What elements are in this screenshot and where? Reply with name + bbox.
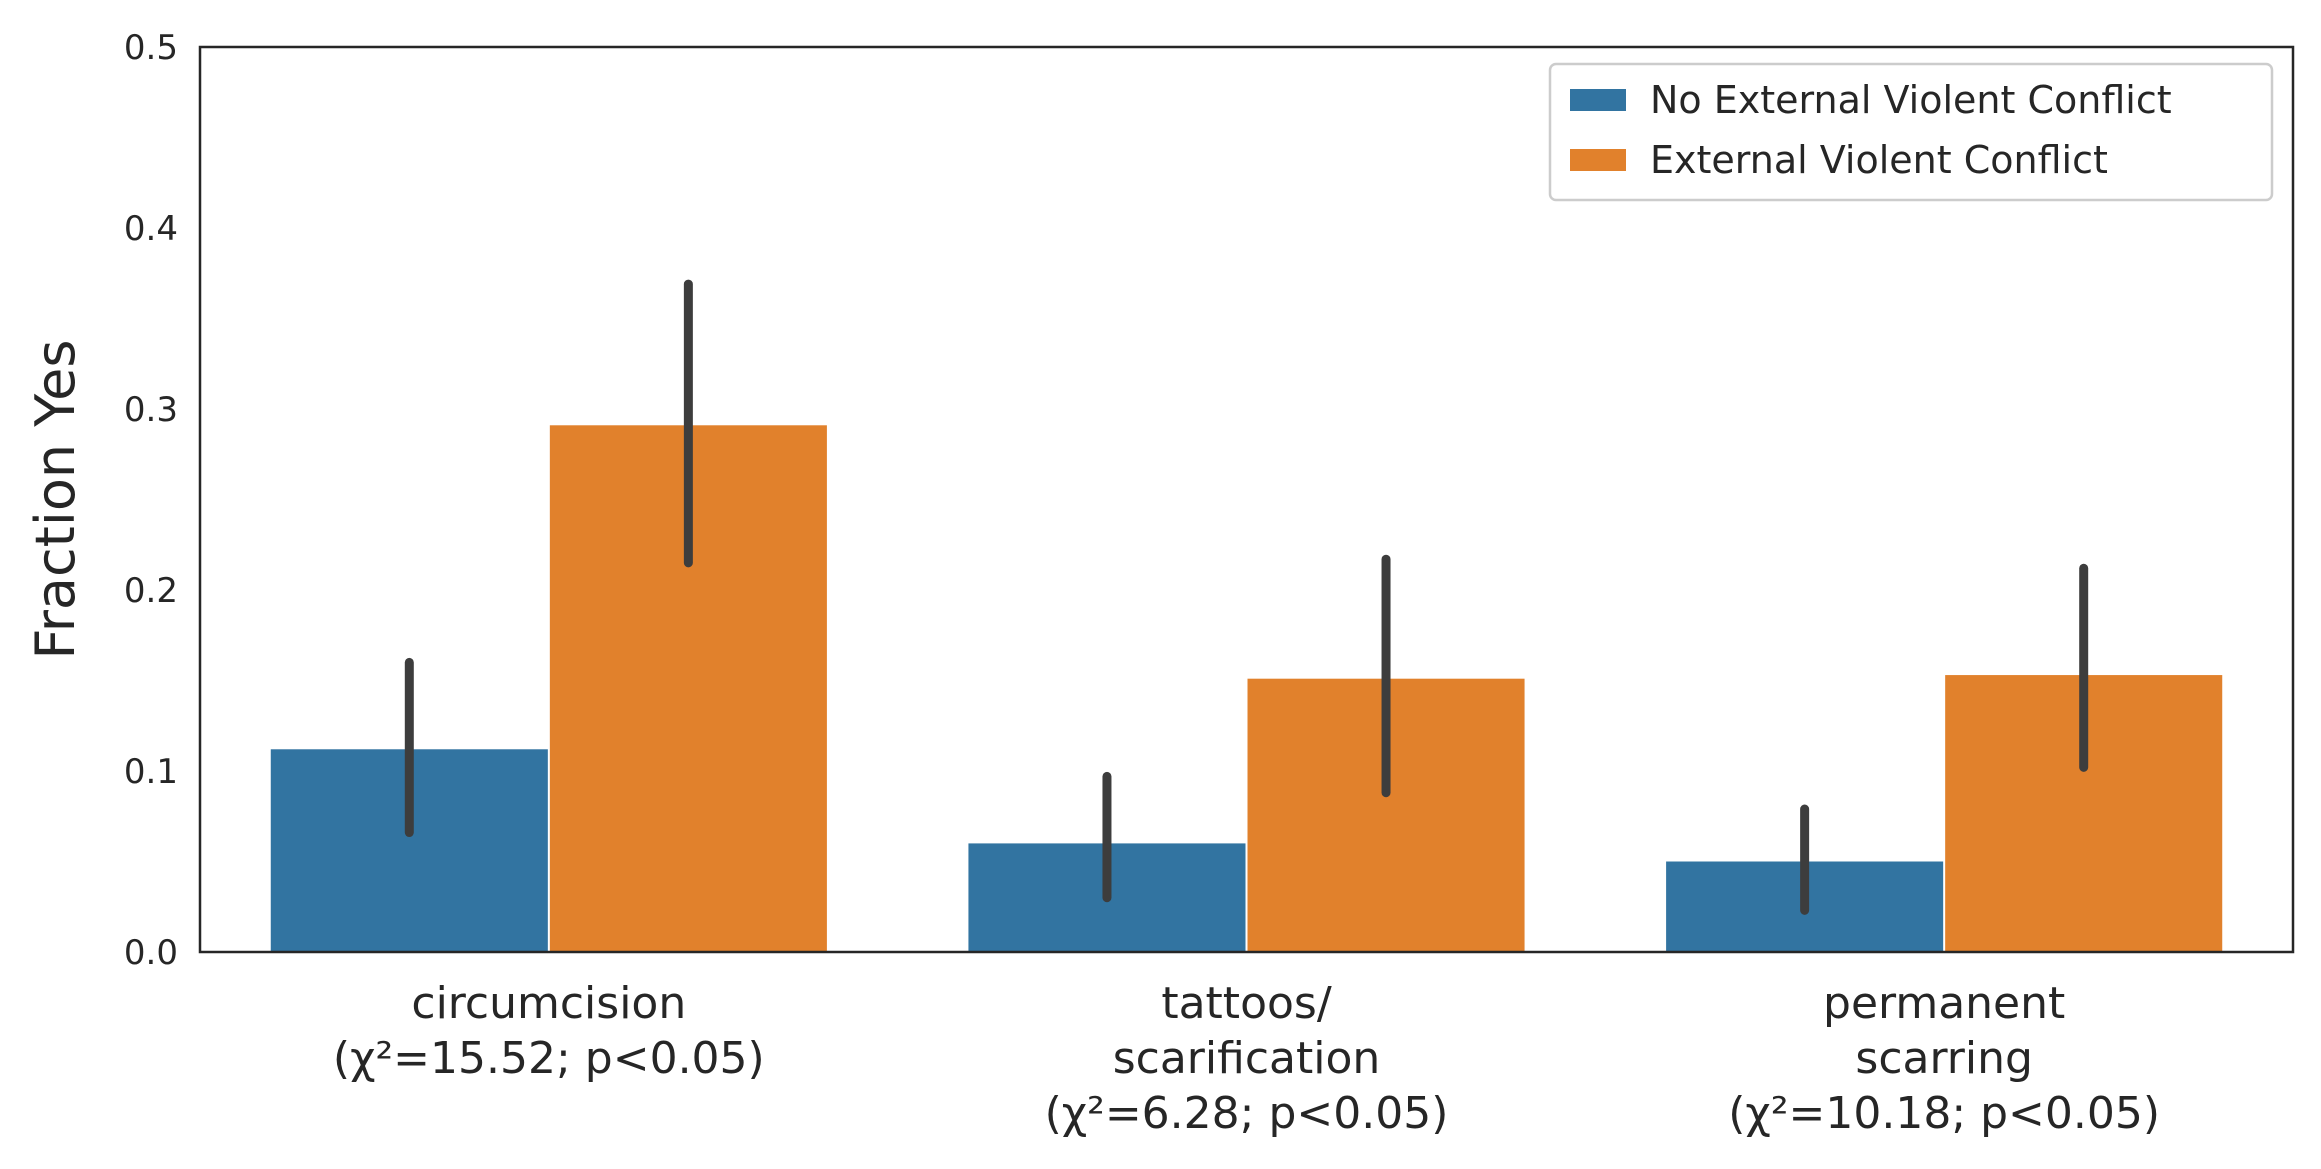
legend-swatch (1570, 89, 1626, 111)
y-axis-title: Fraction Yes (24, 340, 87, 660)
y-tick-label: 0.0 (124, 933, 178, 973)
legend-label: External Violent Conflict (1650, 138, 2108, 182)
x-category-label: permanent (1823, 978, 2065, 1029)
legend-swatch (1570, 149, 1626, 171)
y-tick-label: 0.3 (124, 390, 178, 430)
y-tick-label: 0.5 (124, 28, 178, 68)
x-category-label: (χ²=6.28; p<0.05) (1045, 1088, 1449, 1139)
x-category-label: scarring (1855, 1033, 2033, 1084)
y-tick-label: 0.1 (124, 752, 178, 792)
errorbars-layer (404, 279, 2089, 915)
x-category-label: circumcision (411, 978, 686, 1029)
y-tick-label: 0.4 (124, 209, 178, 249)
legend-box (1548, 62, 2274, 202)
x-axis: circumcision(χ²=15.52; p<0.05) tattoos/sc… (333, 978, 2160, 1139)
y-axis: 0.0 0.1 0.2 0.3 0.4 0.5 (124, 28, 178, 973)
y-tick-label: 0.2 (124, 571, 178, 611)
x-category-label: (χ²=15.52; p<0.05) (333, 1033, 765, 1084)
plot-frame (198, 45, 2295, 954)
x-category-label: (χ²=10.18; p<0.05) (1728, 1088, 2160, 1139)
x-category-label: scarification (1113, 1033, 1381, 1084)
x-category-label: tattoos/ (1161, 978, 1331, 1029)
legend: No External Violent Conflict External Vio… (1548, 62, 2274, 202)
legend-label: No External Violent Conflict (1650, 78, 2172, 122)
